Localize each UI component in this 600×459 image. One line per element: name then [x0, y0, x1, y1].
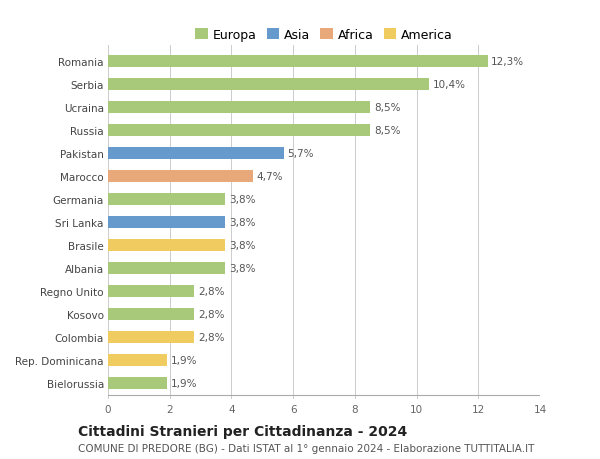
Text: 3,8%: 3,8%: [229, 195, 256, 205]
Text: 4,7%: 4,7%: [257, 172, 283, 182]
Text: 2,8%: 2,8%: [198, 286, 224, 297]
Bar: [108, 193, 225, 206]
Text: 10,4%: 10,4%: [433, 80, 466, 90]
Text: COMUNE DI PREDORE (BG) - Dati ISTAT al 1° gennaio 2024 - Elaborazione TUTTITALIA: COMUNE DI PREDORE (BG) - Dati ISTAT al 1…: [78, 443, 535, 453]
Text: 5,7%: 5,7%: [287, 149, 314, 159]
Text: 8,5%: 8,5%: [374, 103, 400, 113]
Text: 1,9%: 1,9%: [170, 355, 197, 365]
Bar: [108, 308, 194, 321]
Bar: [108, 147, 284, 160]
Text: 2,8%: 2,8%: [198, 309, 224, 319]
Bar: [108, 354, 167, 367]
Text: 8,5%: 8,5%: [374, 126, 400, 136]
Text: 3,8%: 3,8%: [229, 263, 256, 274]
Bar: [108, 377, 167, 390]
Text: 1,9%: 1,9%: [170, 378, 197, 388]
Text: 12,3%: 12,3%: [491, 57, 524, 67]
Bar: [108, 239, 225, 252]
Bar: [108, 285, 194, 298]
Bar: [108, 170, 253, 183]
Bar: [108, 124, 370, 137]
Bar: [108, 56, 488, 68]
Text: 3,8%: 3,8%: [229, 241, 256, 251]
Legend: Europa, Asia, Africa, America: Europa, Asia, Africa, America: [190, 24, 458, 47]
Text: 2,8%: 2,8%: [198, 332, 224, 342]
Text: Cittadini Stranieri per Cittadinanza - 2024: Cittadini Stranieri per Cittadinanza - 2…: [78, 425, 407, 438]
Bar: [108, 331, 194, 344]
Text: 3,8%: 3,8%: [229, 218, 256, 228]
Bar: [108, 101, 370, 114]
Bar: [108, 262, 225, 275]
Bar: [108, 216, 225, 229]
Bar: [108, 78, 429, 91]
